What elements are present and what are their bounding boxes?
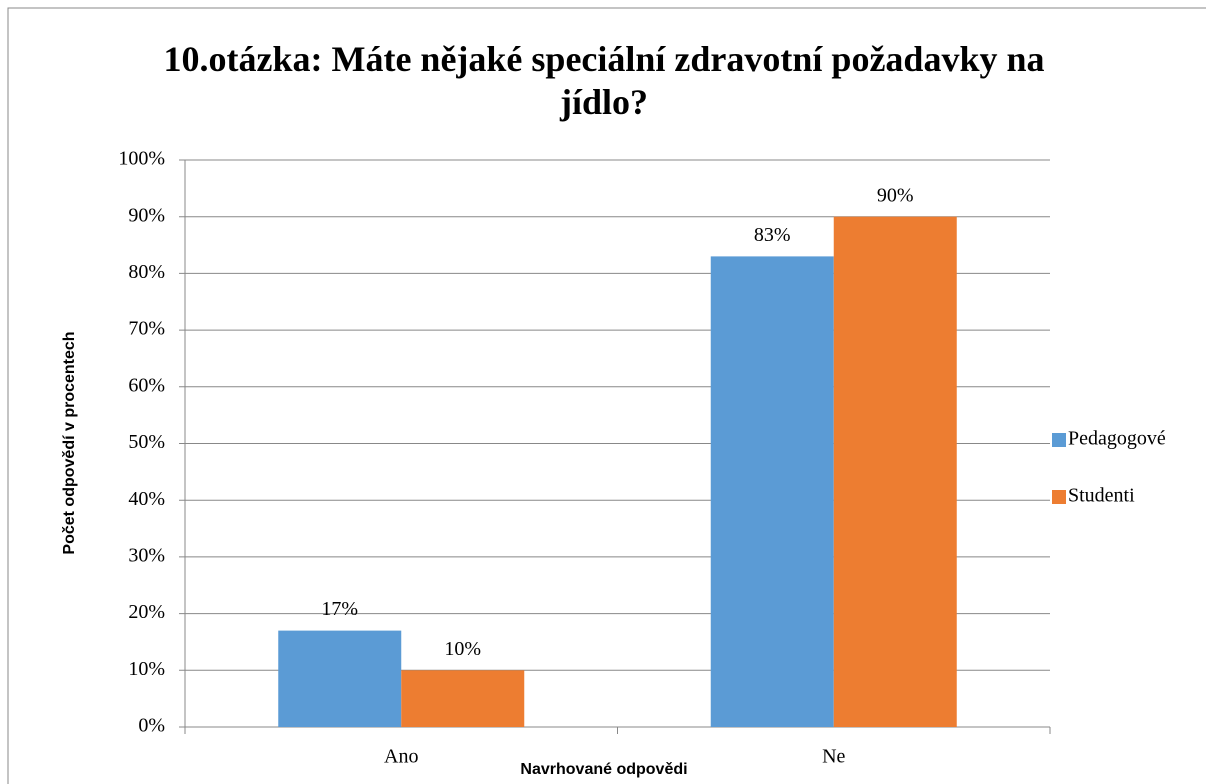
value-label: 90%	[877, 184, 914, 206]
value-label: 10%	[444, 638, 481, 660]
y-axis-label: Počet odpovědí v procentech	[61, 331, 78, 554]
y-tick-label: 70%	[128, 318, 165, 340]
value-label: 83%	[754, 224, 791, 246]
bar	[710, 256, 834, 727]
value-label: 17%	[321, 598, 358, 620]
legend-swatch	[1052, 433, 1066, 447]
legend-label: Studenti	[1068, 485, 1135, 507]
y-tick-label: 90%	[128, 204, 165, 226]
bar	[278, 630, 402, 727]
y-tick-label: 20%	[128, 601, 165, 623]
x-tick-label: Ano	[384, 746, 418, 768]
y-tick-label: 0%	[138, 715, 165, 737]
chart-border	[7, 7, 1206, 784]
legend-swatch	[1052, 490, 1066, 504]
bar	[401, 670, 525, 727]
y-tick-label: 10%	[128, 658, 165, 680]
y-tick-label: 80%	[128, 261, 165, 283]
chart-title: 10.otázka: Máte nějaké speciální zdravot…	[163, 39, 1045, 122]
y-tick-label: 60%	[128, 374, 165, 396]
y-tick-label: 40%	[128, 488, 165, 510]
y-tick-label: 30%	[128, 544, 165, 566]
x-tick-label: Ne	[822, 746, 845, 768]
bar	[833, 216, 957, 727]
y-tick-label: 100%	[118, 148, 165, 170]
x-axis-label: Navrhované odpovědi	[520, 761, 687, 778]
legend-label: Pedagogové	[1068, 428, 1166, 450]
y-tick-label: 50%	[128, 431, 165, 453]
